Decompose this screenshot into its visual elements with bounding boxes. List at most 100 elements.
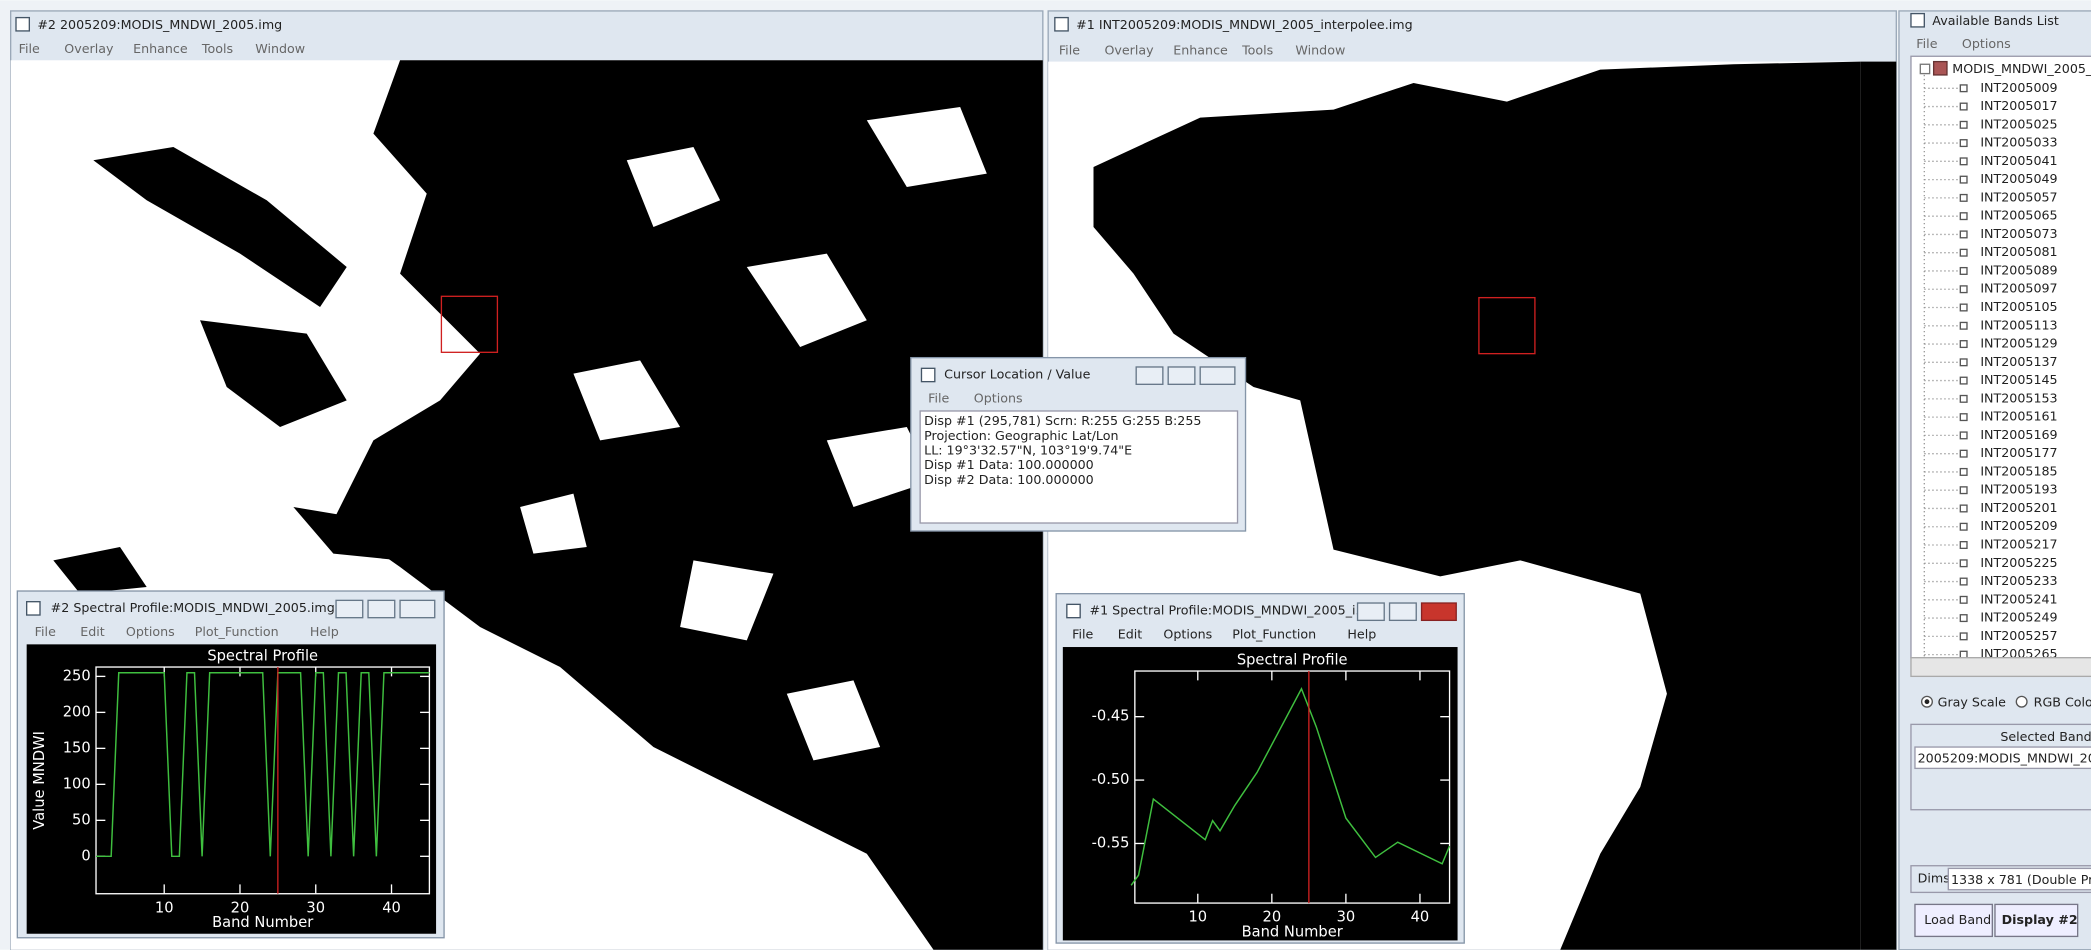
x-tick-label: 40: [382, 899, 401, 916]
x-tick-label: 40: [1411, 909, 1430, 926]
band-item[interactable]: INT2005049: [1980, 171, 2057, 186]
band-item[interactable]: INT2005137: [1980, 354, 2057, 369]
band-item[interactable]: INT2005217: [1980, 537, 2057, 552]
window-title: Available Bands List: [1932, 13, 2059, 28]
x-tick-label: 10: [155, 899, 174, 916]
band-item[interactable]: INT2005033: [1980, 135, 2057, 150]
menu-item[interactable]: Tools: [201, 41, 233, 56]
close-button[interactable]: [1200, 367, 1235, 384]
band-item[interactable]: INT2005073: [1980, 226, 2057, 241]
menu-item[interactable]: Enhance: [133, 41, 188, 56]
band-item[interactable]: INT2005105: [1980, 299, 2057, 314]
menu-item[interactable]: Help: [1347, 627, 1376, 642]
band-item[interactable]: INT2005161: [1980, 409, 2057, 424]
menu-item[interactable]: File: [35, 624, 56, 639]
minimize-button[interactable]: [1136, 367, 1163, 384]
x-tick-label: 20: [1263, 909, 1282, 926]
y-tick-label: 100: [63, 775, 91, 792]
band-item[interactable]: INT2005081: [1980, 244, 2057, 259]
cursor-window: Cursor Location / Value FileOptions Disp…: [911, 358, 1246, 531]
band-icon: [1960, 651, 1967, 658]
menu-item[interactable]: Overlay: [64, 41, 114, 56]
menu-item[interactable]: Window: [255, 41, 305, 56]
menu-item[interactable]: Options: [1962, 36, 2011, 51]
scrollbar[interactable]: [1911, 658, 2091, 677]
dims-value: 1338 x 781 (Double Precis: [1951, 872, 2091, 887]
band-item[interactable]: INT2005057: [1980, 189, 2057, 204]
band-root[interactable]: MODIS_MNDWI_2005_: [1952, 61, 2091, 76]
band-item[interactable]: INT2005249: [1980, 610, 2057, 625]
band-item[interactable]: INT2005065: [1980, 208, 2057, 223]
menu-item[interactable]: Options: [126, 624, 175, 639]
band-item[interactable]: INT2005233: [1980, 573, 2057, 588]
band-icon: [1960, 85, 1967, 92]
band-icon: [1960, 304, 1967, 311]
band-icon: [1960, 231, 1967, 238]
menu-item[interactable]: Overlay: [1104, 42, 1154, 57]
load-band-label[interactable]: Load Band: [1924, 912, 1991, 927]
band-item[interactable]: INT2005177: [1980, 445, 2057, 460]
maximize-button[interactable]: [1390, 603, 1417, 620]
display-label[interactable]: Display #2: [2002, 912, 2078, 927]
band-item[interactable]: INT2005201: [1980, 500, 2057, 515]
x-tick-label: 30: [306, 899, 325, 916]
band-item[interactable]: INT2005017: [1980, 98, 2057, 113]
band-icon: [1960, 505, 1967, 512]
band-item[interactable]: INT2005145: [1980, 372, 2057, 387]
x-axis-label: Band Number: [212, 914, 314, 931]
band-item[interactable]: INT2005241: [1980, 591, 2057, 606]
band-item[interactable]: INT2005129: [1980, 336, 2057, 351]
menu-item[interactable]: Window: [1295, 42, 1345, 57]
menu-item[interactable]: File: [19, 41, 40, 56]
minimize-button[interactable]: [1358, 603, 1385, 620]
close-button[interactable]: [400, 600, 435, 617]
menu-item[interactable]: Options: [1163, 627, 1212, 642]
radio-label[interactable]: Gray Scale: [1938, 695, 2007, 710]
menu-item[interactable]: Tools: [1241, 42, 1273, 57]
band-icon: [1960, 322, 1967, 329]
band-item[interactable]: INT2005185: [1980, 463, 2057, 478]
menu-item[interactable]: File: [1916, 36, 1937, 51]
band-icon: [1960, 487, 1967, 494]
menu-item[interactable]: File: [1072, 627, 1093, 642]
band-item[interactable]: INT2005089: [1980, 262, 2057, 277]
radio-label[interactable]: RGB Color: [2034, 695, 2091, 710]
band-item[interactable]: INT2005113: [1980, 317, 2057, 332]
band-item[interactable]: INT2005025: [1980, 116, 2057, 131]
band-item[interactable]: INT2005169: [1980, 427, 2057, 442]
band-icon: [1960, 341, 1967, 348]
cursor-info: Projection: Geographic Lat/Lon: [924, 428, 1118, 443]
band-item[interactable]: INT2005097: [1980, 281, 2057, 296]
menu-item[interactable]: Enhance: [1173, 42, 1228, 57]
x-tick-label: 10: [1188, 909, 1207, 926]
y-tick-label: -0.50: [1092, 771, 1130, 788]
selected-label: Selected Band: [2000, 729, 2091, 744]
radio[interactable]: [2016, 696, 2027, 707]
band-icon: [1960, 268, 1967, 275]
band-item[interactable]: INT2005041: [1980, 153, 2057, 168]
band-item[interactable]: INT2005209: [1980, 518, 2057, 533]
band-item[interactable]: INT2005009: [1980, 80, 2057, 95]
band-item[interactable]: INT2005257: [1980, 628, 2057, 643]
menu-item[interactable]: File: [928, 390, 949, 405]
band-item[interactable]: INT2005225: [1980, 555, 2057, 570]
menu-item[interactable]: Plot_Function: [1232, 627, 1316, 642]
band-icon: [1960, 578, 1967, 585]
band-icon: [1960, 432, 1967, 439]
close-button[interactable]: [1422, 603, 1457, 620]
menu-item[interactable]: Help: [310, 624, 339, 639]
menu-item[interactable]: Edit: [1118, 627, 1143, 642]
plot-title: Spectral Profile: [1237, 651, 1348, 668]
menu-item[interactable]: Plot_Function: [195, 624, 279, 639]
menu-item[interactable]: File: [1059, 42, 1080, 57]
minimize-button[interactable]: [336, 600, 363, 617]
band-item[interactable]: INT2005193: [1980, 482, 2057, 497]
screen: #2 2005209:MODIS_MNDWI_2005.img File Over…: [0, 0, 2091, 950]
maximize-button[interactable]: [368, 600, 395, 617]
dims-label: Dims: [1918, 871, 1950, 886]
menu-item[interactable]: Edit: [80, 624, 105, 639]
window-title: #2 2005209:MODIS_MNDWI_2005.img: [37, 17, 282, 32]
menu-item[interactable]: Options: [974, 390, 1023, 405]
band-item[interactable]: INT2005153: [1980, 390, 2057, 405]
maximize-button[interactable]: [1168, 367, 1195, 384]
